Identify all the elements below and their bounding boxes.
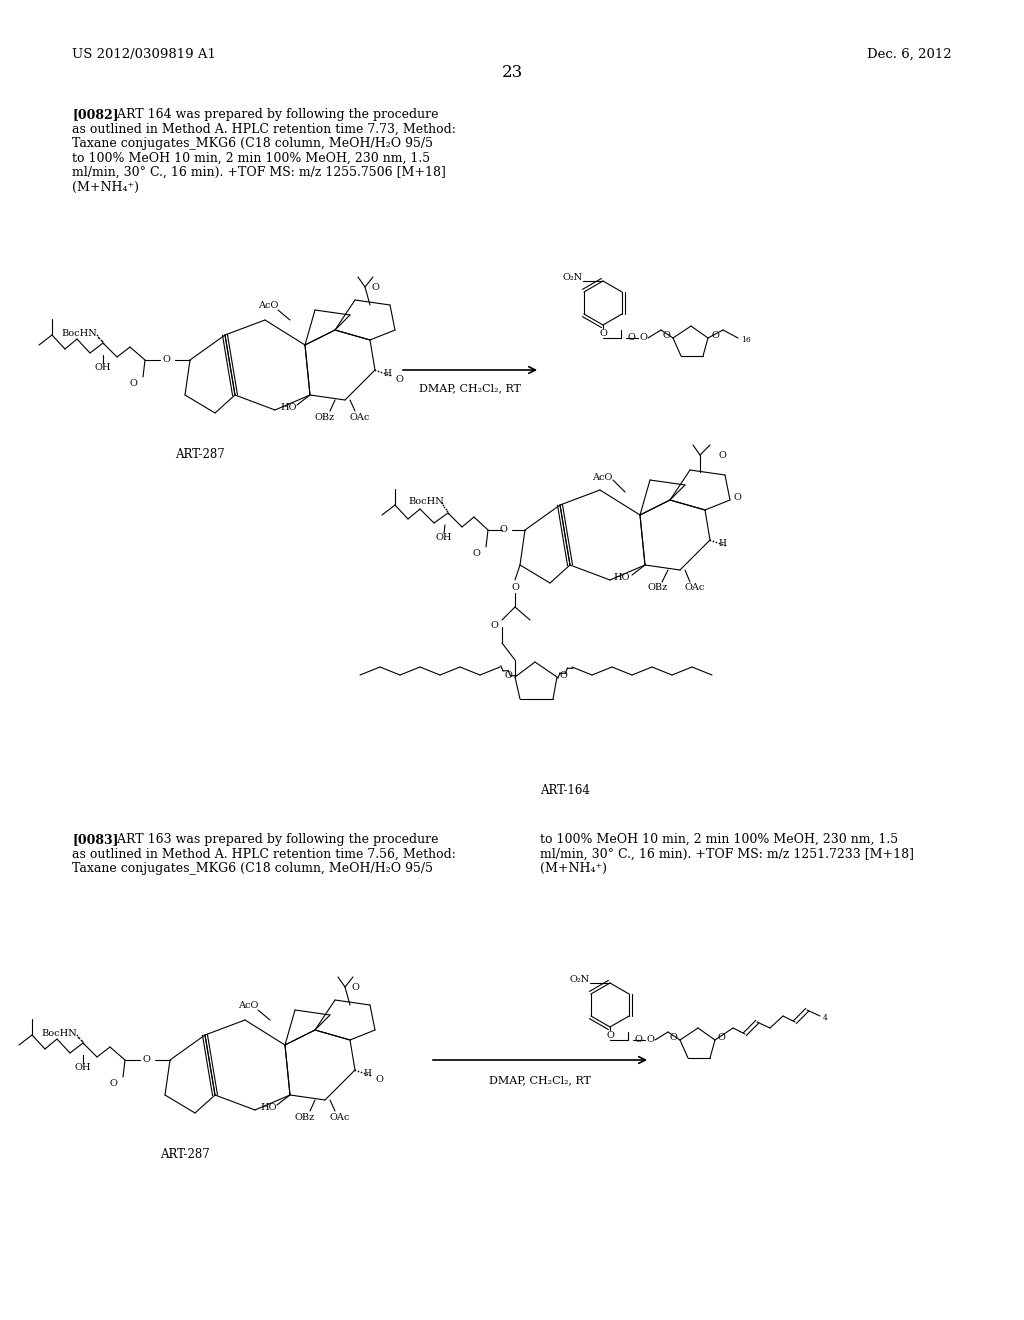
Text: O: O: [627, 334, 635, 342]
Text: ART-287: ART-287: [160, 1148, 210, 1162]
Text: O: O: [129, 379, 137, 388]
Text: HO: HO: [281, 403, 297, 412]
Text: O: O: [162, 355, 170, 364]
Text: DMAP, CH₂Cl₂, RT: DMAP, CH₂Cl₂, RT: [419, 383, 521, 393]
Text: O: O: [375, 1076, 383, 1085]
Text: AcO: AcO: [592, 473, 612, 482]
Text: O: O: [371, 282, 379, 292]
Text: ART-164: ART-164: [540, 784, 590, 796]
Text: O: O: [395, 375, 402, 384]
Text: [0083]: [0083]: [72, 833, 119, 846]
Text: BocHN: BocHN: [61, 329, 97, 338]
Text: HO: HO: [260, 1102, 278, 1111]
Text: OAc: OAc: [685, 582, 706, 591]
Text: O: O: [606, 1031, 614, 1040]
Text: (M+NH₄⁺): (M+NH₄⁺): [540, 862, 607, 875]
Text: OBz: OBz: [314, 412, 335, 421]
Text: O: O: [499, 525, 507, 535]
Text: O₂N: O₂N: [570, 975, 590, 985]
Text: as outlined in Method A. HPLC retention time 7.73, Method:: as outlined in Method A. HPLC retention …: [72, 123, 456, 136]
Text: ART-287: ART-287: [175, 449, 225, 462]
Text: O: O: [711, 331, 719, 341]
Text: O: O: [511, 582, 519, 591]
Text: ml/min, 30° C., 16 min). +TOF MS: m/z 1255.7506 [M+18]: ml/min, 30° C., 16 min). +TOF MS: m/z 12…: [72, 166, 445, 180]
Text: as outlined in Method A. HPLC retention time 7.56, Method:: as outlined in Method A. HPLC retention …: [72, 847, 456, 861]
Text: OH: OH: [436, 533, 453, 543]
Text: O: O: [472, 549, 480, 557]
Text: Taxane conjugates_MKG6 (C18 column, MeOH/H₂O 95/5: Taxane conjugates_MKG6 (C18 column, MeOH…: [72, 862, 433, 875]
Text: (M+NH₄⁺): (M+NH₄⁺): [72, 181, 139, 194]
Text: O: O: [142, 1056, 150, 1064]
Text: 4: 4: [823, 1014, 827, 1022]
Text: O: O: [490, 620, 498, 630]
Text: to 100% MeOH 10 min, 2 min 100% MeOH, 230 nm, 1.5: to 100% MeOH 10 min, 2 min 100% MeOH, 23…: [72, 152, 430, 165]
Text: ART 164 was prepared by following the procedure: ART 164 was prepared by following the pr…: [105, 108, 438, 121]
Text: to 100% MeOH 10 min, 2 min 100% MeOH, 230 nm, 1.5: to 100% MeOH 10 min, 2 min 100% MeOH, 23…: [540, 833, 898, 846]
Text: O: O: [560, 671, 568, 680]
Text: [0082]: [0082]: [72, 108, 119, 121]
Text: BocHN: BocHN: [409, 498, 444, 507]
Text: O: O: [733, 494, 741, 503]
Text: O: O: [504, 671, 512, 680]
Text: US 2012/0309819 A1: US 2012/0309819 A1: [72, 48, 216, 61]
Text: OH: OH: [95, 363, 112, 371]
Text: ART 163 was prepared by following the procedure: ART 163 was prepared by following the pr…: [105, 833, 438, 846]
Text: Taxane conjugates_MKG6 (C18 column, MeOH/H₂O 95/5: Taxane conjugates_MKG6 (C18 column, MeOH…: [72, 137, 433, 150]
Text: HO: HO: [613, 573, 630, 582]
Text: 16: 16: [741, 337, 751, 345]
Text: O: O: [599, 329, 607, 338]
Text: BocHN: BocHN: [41, 1028, 77, 1038]
Text: H: H: [362, 1068, 371, 1077]
Text: OAc: OAc: [350, 412, 371, 421]
Text: O: O: [110, 1078, 117, 1088]
Text: H: H: [718, 539, 726, 548]
Text: DMAP, CH₂Cl₂, RT: DMAP, CH₂Cl₂, RT: [489, 1074, 591, 1085]
Text: O₂N: O₂N: [563, 273, 583, 282]
Text: 23: 23: [502, 63, 522, 81]
Text: O: O: [718, 450, 726, 459]
Text: O: O: [639, 334, 647, 342]
Text: H: H: [383, 368, 391, 378]
Text: O: O: [351, 982, 359, 991]
Text: OAc: OAc: [330, 1113, 350, 1122]
Text: Dec. 6, 2012: Dec. 6, 2012: [867, 48, 952, 61]
Text: O: O: [634, 1035, 642, 1044]
Text: OBz: OBz: [648, 582, 668, 591]
Text: O: O: [646, 1035, 654, 1044]
Text: OBz: OBz: [295, 1113, 315, 1122]
Text: AcO: AcO: [258, 301, 278, 309]
Text: ml/min, 30° C., 16 min). +TOF MS: m/z 1251.7233 [M+18]: ml/min, 30° C., 16 min). +TOF MS: m/z 12…: [540, 847, 914, 861]
Text: O: O: [718, 1034, 726, 1043]
Text: OH: OH: [75, 1063, 91, 1072]
Text: O: O: [663, 331, 670, 341]
Text: AcO: AcO: [238, 1001, 258, 1010]
Text: O: O: [669, 1034, 677, 1043]
